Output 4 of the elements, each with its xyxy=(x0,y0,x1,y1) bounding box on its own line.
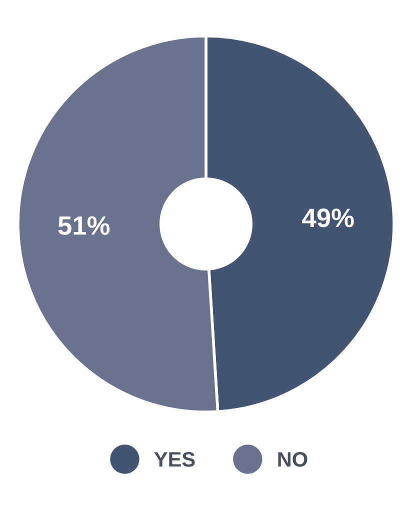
data-label: 51% xyxy=(58,216,110,235)
data-label: 49% xyxy=(302,208,354,228)
legend-label: YES xyxy=(154,452,195,467)
legend-label: NO xyxy=(278,452,308,467)
